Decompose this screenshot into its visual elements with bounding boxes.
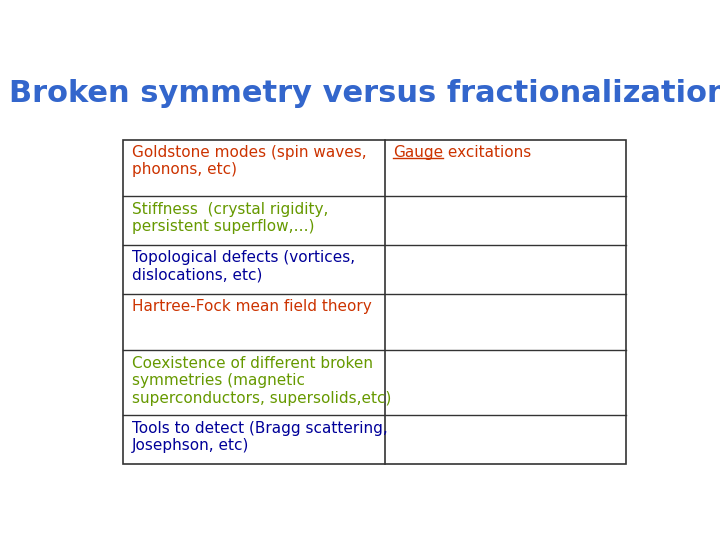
Bar <box>124 140 626 464</box>
Text: Tools to detect (Bragg scattering,
Josephson, etc): Tools to detect (Bragg scattering, Josep… <box>132 421 387 453</box>
Text: Stiffness  (crystal rigidity,
persistent superflow,…): Stiffness (crystal rigidity, persistent … <box>132 202 328 234</box>
Text: Hartree-Fock mean field theory: Hartree-Fock mean field theory <box>132 299 372 314</box>
Text: Gauge: Gauge <box>393 145 443 160</box>
Text: Broken symmetry versus fractionalization: Broken symmetry versus fractionalization <box>9 79 720 109</box>
Text: excitations: excitations <box>443 145 531 160</box>
Text: Goldstone modes (spin waves,
phonons, etc): Goldstone modes (spin waves, phonons, et… <box>132 145 366 178</box>
Text: Coexistence of different broken
symmetries (magnetic
superconductors, supersolid: Coexistence of different broken symmetri… <box>132 356 391 406</box>
Text: Topological defects (vortices,
dislocations, etc): Topological defects (vortices, dislocati… <box>132 251 355 283</box>
